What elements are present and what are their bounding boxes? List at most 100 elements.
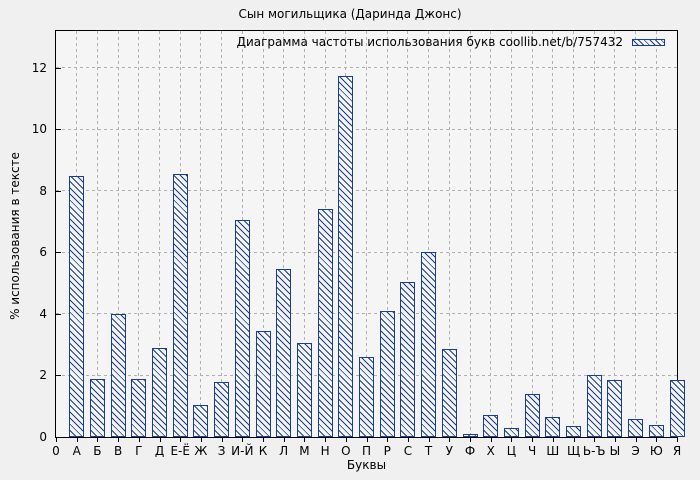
x-tick-label: Т: [424, 444, 433, 458]
bar-Ь-Ъ: [586, 375, 602, 437]
x-gridline: [490, 31, 492, 437]
bar-В: [110, 314, 126, 437]
x-gridline: [138, 31, 140, 437]
x-gridline: [407, 31, 409, 437]
x-tick-label: У: [445, 444, 453, 458]
y-tick-label: 8: [39, 183, 47, 198]
bar-М: [296, 343, 312, 437]
x-tick-mark: [407, 438, 409, 442]
chart-title: Сын могильщика (Даринда Джонс): [238, 7, 462, 21]
bar-К: [255, 331, 271, 437]
x-gridline: [221, 31, 223, 437]
bar-Л: [276, 269, 292, 437]
bar-Р: [379, 311, 395, 437]
x-tick-label: О: [341, 444, 351, 458]
x-tick-label: Ц: [506, 444, 517, 458]
bar-Ф: [462, 434, 478, 437]
x-tick-label: Е-Ё: [170, 444, 190, 458]
x-gridline: [159, 31, 160, 437]
x-tick-mark: [366, 438, 368, 442]
x-tick-mark: [428, 438, 430, 442]
x-gridline: [593, 31, 595, 437]
x-tick-label: В: [113, 444, 123, 458]
x-tick-label: Ы: [609, 444, 621, 458]
y-tick-label: 0: [39, 430, 47, 444]
x-tick-mark: [76, 438, 78, 442]
x-tick-label: Ч: [527, 444, 537, 458]
x-gridline: [635, 31, 637, 437]
x-gridline: [531, 31, 533, 437]
y-tick-label: 2: [39, 368, 47, 383]
bar-Т: [421, 252, 437, 437]
y-tick-label: 10: [31, 122, 47, 137]
x-tick-mark: [159, 438, 161, 442]
x-gridline: [552, 31, 554, 437]
x-tick-mark: [97, 438, 99, 442]
x-gridline: [655, 31, 657, 437]
bar-С: [400, 282, 416, 437]
x-tick-label: Ь-Ъ: [582, 444, 606, 458]
x-tick-mark: [552, 438, 554, 442]
x-tick-mark: [138, 438, 140, 442]
bar-Н: [317, 209, 333, 437]
bar-Э: [628, 419, 644, 437]
bar-Ч: [524, 394, 540, 437]
legend: Диаграмма частоты использования букв coo…: [237, 35, 665, 49]
x-gridline: [510, 31, 512, 437]
x-tick-label: И-Й: [231, 444, 254, 458]
x-tick-label: Р: [383, 444, 391, 458]
bar-Д: [152, 348, 167, 437]
x-tick-label: Я: [672, 444, 682, 458]
x-tick-label: З: [217, 444, 226, 458]
plot-area: [55, 30, 685, 438]
bar-Ы: [607, 380, 623, 437]
bar-У: [441, 349, 457, 437]
y-tick-label: 6: [39, 245, 47, 260]
x-tick-mark: [56, 438, 57, 442]
y-tick-mark: [56, 313, 61, 315]
x-gridline: [386, 31, 388, 437]
x-tick-mark: [449, 438, 451, 442]
x-tick-mark: [490, 438, 492, 442]
x-gridline: [303, 31, 305, 437]
legend-label: Диаграмма частоты использования букв coo…: [236, 35, 623, 49]
y-tick-mark: [56, 190, 61, 192]
x-tick-mark: [304, 438, 306, 442]
bar-И-Й: [234, 220, 250, 437]
x-tick-mark: [532, 438, 534, 442]
y-tick-label: 12: [31, 60, 47, 75]
x-tick-label: Ж: [194, 444, 208, 458]
x-gridline: [469, 31, 471, 437]
x-tick-label: К: [258, 444, 268, 458]
bar-Ц: [503, 428, 519, 437]
x-tick-mark: [677, 438, 678, 442]
y-tick-label: 4: [39, 306, 47, 321]
x-gridline: [614, 31, 616, 437]
bar-Я: [669, 380, 685, 437]
bar-А: [69, 176, 85, 437]
x-tick-mark: [614, 438, 616, 442]
y-tick-mark: [56, 252, 61, 254]
x-gridline: [448, 31, 450, 437]
x-axis-label: Буквы: [346, 458, 387, 472]
x-tick-mark: [594, 438, 596, 442]
bar-Ш: [545, 417, 561, 437]
x-gridline: [96, 31, 98, 437]
x-tick-mark: [573, 438, 575, 442]
x-tick-mark: [325, 438, 327, 442]
x-gridline: [200, 31, 202, 437]
bar-П: [359, 357, 374, 437]
y-tick-mark: [56, 67, 61, 69]
x-gridline: [262, 31, 264, 437]
bar-Ю: [648, 425, 664, 437]
x-tick-label: Ю: [649, 444, 663, 458]
x-tick-label: Э: [631, 444, 640, 458]
x-tick-label: Л: [279, 444, 289, 458]
bar-Е-Ё: [172, 174, 188, 437]
y-tick-mark: [56, 375, 61, 377]
x-tick-label: Х: [486, 444, 495, 458]
x-gridline: [366, 31, 367, 437]
bar-З: [214, 382, 230, 437]
x-gridline: [283, 31, 285, 437]
